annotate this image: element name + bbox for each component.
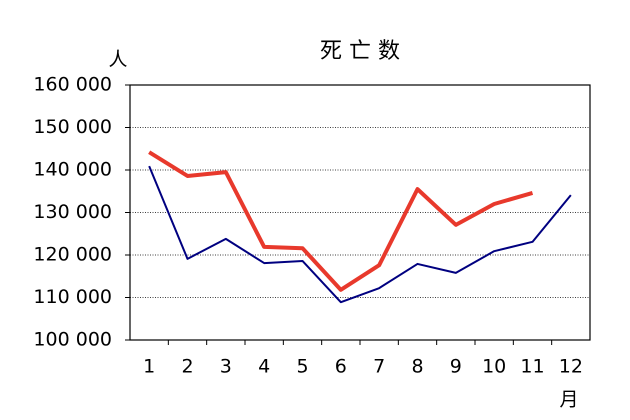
y-tick-label: 160 000 [33, 74, 112, 96]
y-tick-label: 120 000 [33, 244, 112, 266]
x-tick-label: 2 [181, 356, 193, 378]
x-tick-label: 12 [559, 356, 583, 378]
series-line [148, 165, 572, 304]
x-tick-label: 9 [450, 356, 462, 378]
x-tick-label: 7 [373, 356, 385, 378]
y-tick-label: 110 000 [33, 286, 112, 308]
x-tick-label: 11 [520, 356, 544, 378]
y-tick-label: 130 000 [33, 201, 112, 223]
y-tick-label: 150 000 [33, 116, 112, 138]
x-tick-label: 4 [258, 356, 270, 378]
y-axis-label: 人 [108, 49, 127, 71]
x-tick-label: 6 [335, 356, 347, 378]
series-line [148, 150, 534, 292]
x-axis-label: 月 [559, 389, 578, 411]
y-tick-label: 140 000 [33, 159, 112, 181]
x-tick-label: 5 [296, 356, 308, 378]
x-tick-label: 3 [220, 356, 232, 378]
x-tick-label: 10 [482, 356, 506, 378]
x-tick-label: 1 [143, 356, 155, 378]
y-tick-label: 100 000 [33, 329, 112, 351]
chart-title: 死 亡 数 [320, 39, 400, 64]
x-tick-label: 8 [411, 356, 423, 378]
